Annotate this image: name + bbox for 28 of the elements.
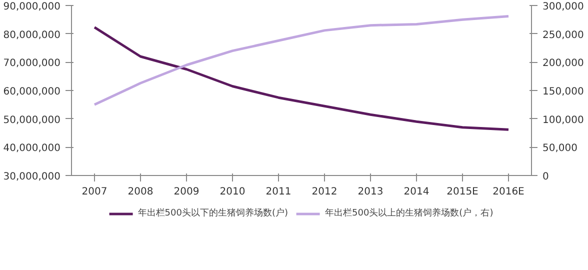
y-tick-label: 80,000,000 xyxy=(3,30,61,41)
x-tick-label: 2012 xyxy=(312,186,338,198)
legend-label: 年出栏500头以下的生猪饲养场数(户) xyxy=(138,207,288,220)
y-tick-label: 60,000,000 xyxy=(3,86,61,98)
y2-tick-label: 300,000 xyxy=(542,2,584,12)
y2-tick-label: 50,000 xyxy=(542,143,578,154)
legend-label: 年出栏500头以上的生猪饲养场数(户，右) xyxy=(325,207,494,220)
y-tick-label: 40,000,000 xyxy=(3,143,61,154)
x-tick-label: 2014 xyxy=(404,186,430,198)
y-tick-label: 50,000,000 xyxy=(3,114,61,126)
x-tick-label: 2013 xyxy=(358,186,384,198)
y-tick-label: 90,000,000 xyxy=(3,2,61,12)
x-tick-label: 2009 xyxy=(174,186,200,198)
x-tick-label: 2015E xyxy=(446,186,478,198)
line-series xyxy=(93,15,510,106)
y2-tick-label: 0 xyxy=(542,172,549,182)
x-tick-label: 2016E xyxy=(492,186,524,198)
y-tick-label: 70,000,000 xyxy=(3,58,61,70)
y2-tick-label: 150,000 xyxy=(542,86,584,98)
y2-tick-label: 100,000 xyxy=(542,114,584,126)
x-tick-label: 2011 xyxy=(266,186,292,198)
y2-tick-label: 200,000 xyxy=(542,58,584,70)
x-tick-label: 2007 xyxy=(82,186,108,198)
line-series xyxy=(93,26,510,131)
y2-tick-label: 250,000 xyxy=(542,30,584,41)
x-tick-label: 2008 xyxy=(128,186,154,198)
y-tick-label: 30,000,000 xyxy=(3,172,61,182)
x-tick-label: 2010 xyxy=(220,186,246,198)
